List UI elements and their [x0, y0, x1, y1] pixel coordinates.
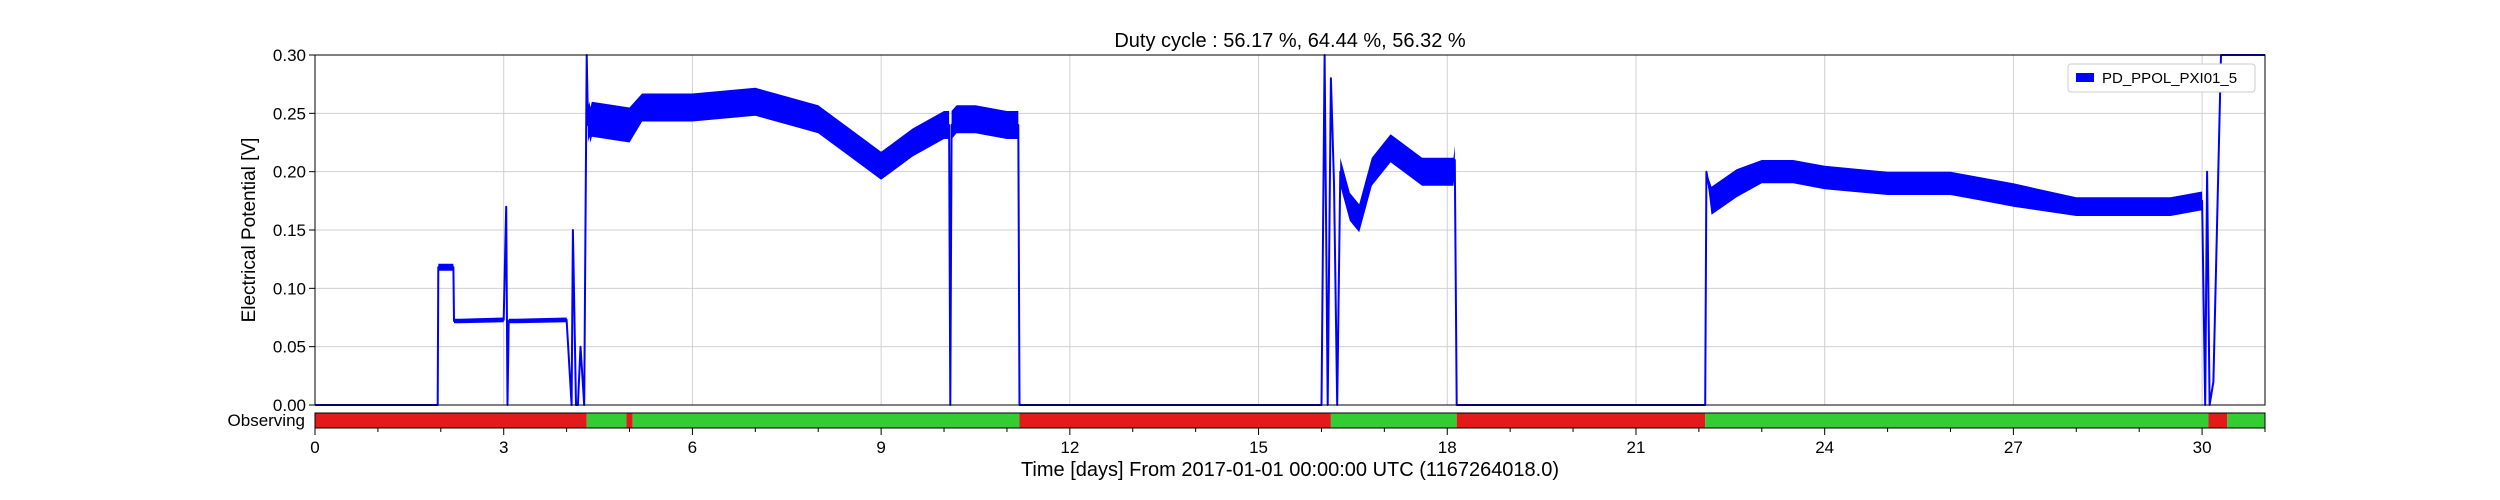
- x-tick-label: 27: [2004, 438, 2023, 457]
- y-tick-label: 0.20: [273, 163, 306, 182]
- y-axis-label: Electrical Potential [V]: [239, 138, 260, 323]
- state-segment: [2208, 413, 2228, 428]
- x-axis-label: Time [days] From 2017-01-01 00:00:00 UTC…: [1021, 459, 1559, 481]
- state-segment: [632, 413, 1020, 428]
- x-tick-label: 18: [1438, 438, 1457, 457]
- x-tick-label: 30: [2193, 438, 2212, 457]
- y-tick-label: 0.25: [273, 104, 306, 123]
- state-segment: [1705, 413, 2209, 428]
- state-segments: [315, 413, 2265, 428]
- state-segment: [1330, 413, 1457, 428]
- x-tick-label: 0: [310, 438, 319, 457]
- x-tick-label: 9: [876, 438, 885, 457]
- state-segment: [586, 413, 627, 428]
- y-tick-label: 0.00: [273, 396, 306, 415]
- state-bar-frame: [314, 412, 2266, 429]
- y-axis-ticks: 0.00 0.05 0.10 0.15 0.20 0.25 0.30: [273, 46, 315, 415]
- plot-area: 0.00 0.05 0.10 0.15 0.20 0.25 0.30: [273, 46, 2266, 415]
- y-tick-label: 0.05: [273, 338, 306, 357]
- y-tick-label: 0.30: [273, 46, 306, 65]
- x-axis-ticks: 0 3 6 9 12 15 18 21 24 27 30: [310, 428, 2266, 457]
- x-tick-label: 6: [688, 438, 697, 457]
- series-layer: [315, 54, 2265, 406]
- x-tick-label: 21: [1627, 438, 1646, 457]
- chart-title: Duty cycle : 56.17 %, 64.44 %, 56.32 %: [1114, 30, 1466, 52]
- series-line: [315, 54, 2265, 406]
- state-bar: Observing: [228, 411, 2266, 430]
- state-segment: [2227, 413, 2265, 428]
- x-tick-label: 15: [1249, 438, 1268, 457]
- legend-label: PD_PPOL_PXI01_5: [2102, 70, 2237, 87]
- x-tick-label: 12: [1060, 438, 1079, 457]
- x-tick-label: 3: [499, 438, 508, 457]
- y-tick-label: 0.15: [273, 221, 306, 240]
- state-segment: [1019, 413, 1331, 428]
- state-segment: [315, 413, 587, 428]
- state-segment: [626, 413, 633, 428]
- legend-swatch: [2076, 73, 2094, 82]
- state-bar-label: Observing: [228, 411, 305, 430]
- legend-box: [2067, 63, 2256, 93]
- state-segment: [1456, 413, 1706, 428]
- legend: PD_PPOL_PXI01_5: [2067, 63, 2256, 93]
- y-tick-label: 0.10: [273, 279, 306, 298]
- x-tick-label: 24: [1815, 438, 1834, 457]
